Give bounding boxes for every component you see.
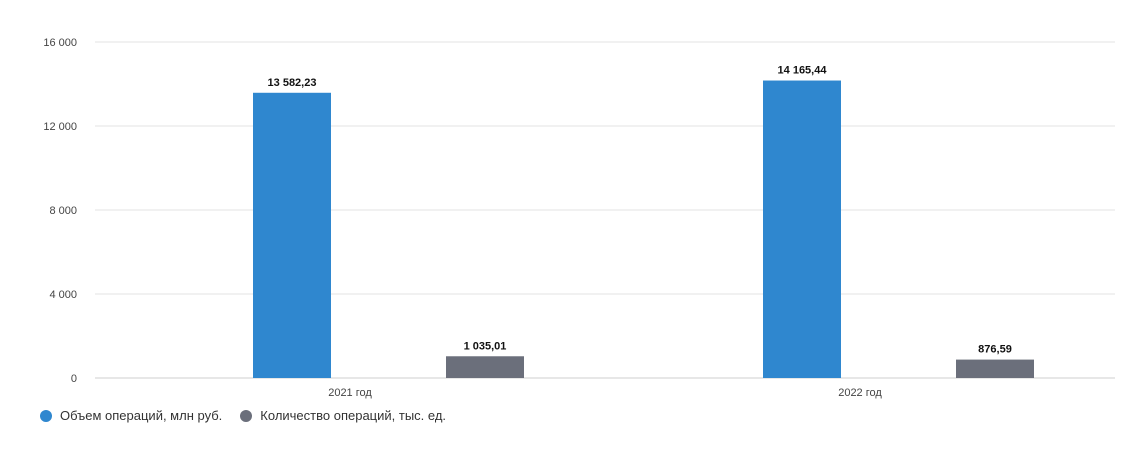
legend: Объем операций, млн руб. Количество опер… [40, 408, 446, 423]
bar [446, 356, 524, 378]
bar [763, 80, 841, 378]
legend-item-count: Количество операций, тыс. ед. [240, 408, 446, 423]
bar [253, 92, 331, 379]
data-label: 1 035,01 [464, 340, 507, 352]
bar [956, 359, 1034, 378]
x-tick-label: 2021 год [328, 387, 372, 399]
x-tick-label: 2022 год [838, 387, 882, 399]
data-label: 876,59 [978, 344, 1012, 356]
y-tick-label: 8 000 [49, 205, 77, 217]
data-label: 14 165,44 [778, 65, 828, 77]
bar-chart: 0 4 000 8 000 12 000 16 000 2021 год 13 582,23… [43, 37, 1115, 399]
y-tick-label: 12 000 [43, 121, 77, 133]
legend-label-volume: Объем операций, млн руб. [60, 408, 223, 423]
legend-swatch-volume [40, 409, 52, 422]
y-tick-label: 16 000 [43, 37, 77, 49]
data-label: 13 582,23 [268, 77, 317, 89]
legend-item-volume: Объем операций, млн руб. [40, 408, 222, 423]
y-tick-label: 0 [71, 373, 77, 385]
legend-label-count: Количество операций, тыс. ед. [260, 408, 447, 423]
legend-swatch-count [240, 409, 253, 422]
y-tick-label: 4 000 [49, 289, 77, 301]
